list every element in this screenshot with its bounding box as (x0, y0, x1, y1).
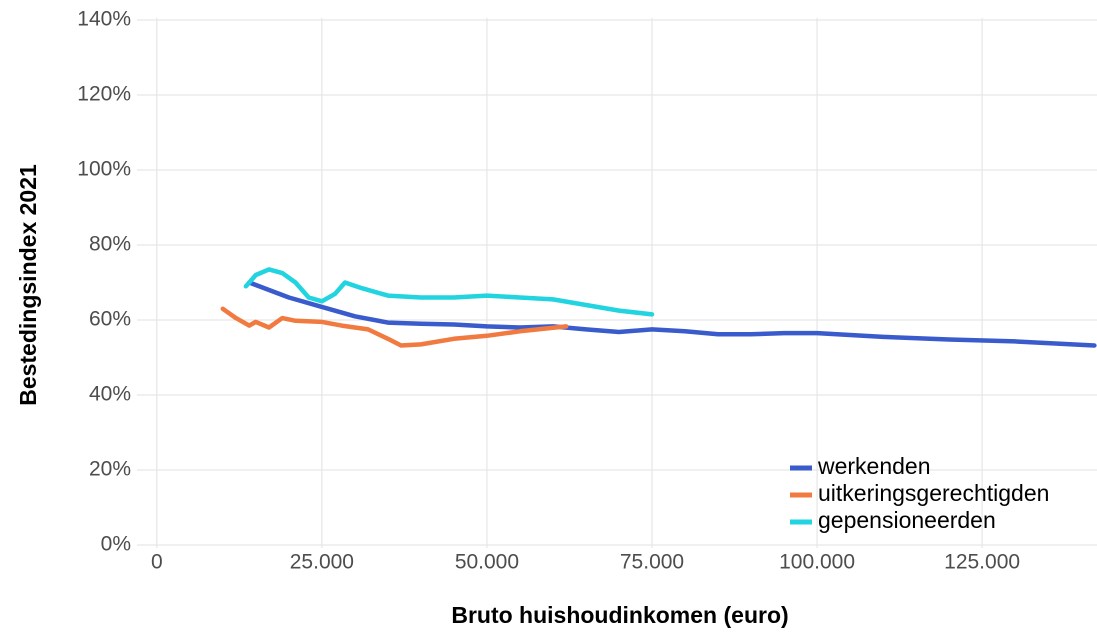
line-series (220, 306, 569, 348)
line-series (246, 280, 1097, 348)
legend: werkendenuitkeringsgerechtigdengepension… (790, 453, 1049, 533)
legend-label: uitkeringsgerechtigden (818, 480, 1049, 506)
x-tick-label: 25.000 (290, 551, 354, 574)
y-tick-label: 120% (77, 83, 131, 106)
legend-label: gepensioneerden (818, 507, 996, 533)
x-tick-label: 125.000 (944, 551, 1020, 574)
legend-label: werkenden (817, 453, 931, 479)
plot-area (220, 267, 1097, 348)
y-tick-label: 40% (89, 383, 131, 406)
x-tick-label: 50.000 (455, 551, 519, 574)
y-tick-label: 0% (101, 533, 131, 556)
y-axis-title: Bestedingsindex 2021 (15, 164, 41, 406)
line-series (243, 267, 655, 317)
y-tick-label: 100% (77, 158, 131, 181)
y-tick-label: 140% (77, 8, 131, 31)
x-tick-label: 0 (151, 551, 163, 574)
grid: 0% 20% 40% 60% 80% 100% 120% 140% 0 25.000 50.000 7… (77, 8, 1097, 574)
y-tick-label: 20% (89, 458, 131, 481)
y-tick-label: 80% (89, 233, 131, 256)
x-tick-label: 100.000 (779, 551, 855, 574)
x-tick-label: 75.000 (620, 551, 684, 574)
x-axis-title: Bruto huishoudinkomen (euro) (451, 602, 788, 628)
y-tick-label: 60% (89, 308, 131, 331)
